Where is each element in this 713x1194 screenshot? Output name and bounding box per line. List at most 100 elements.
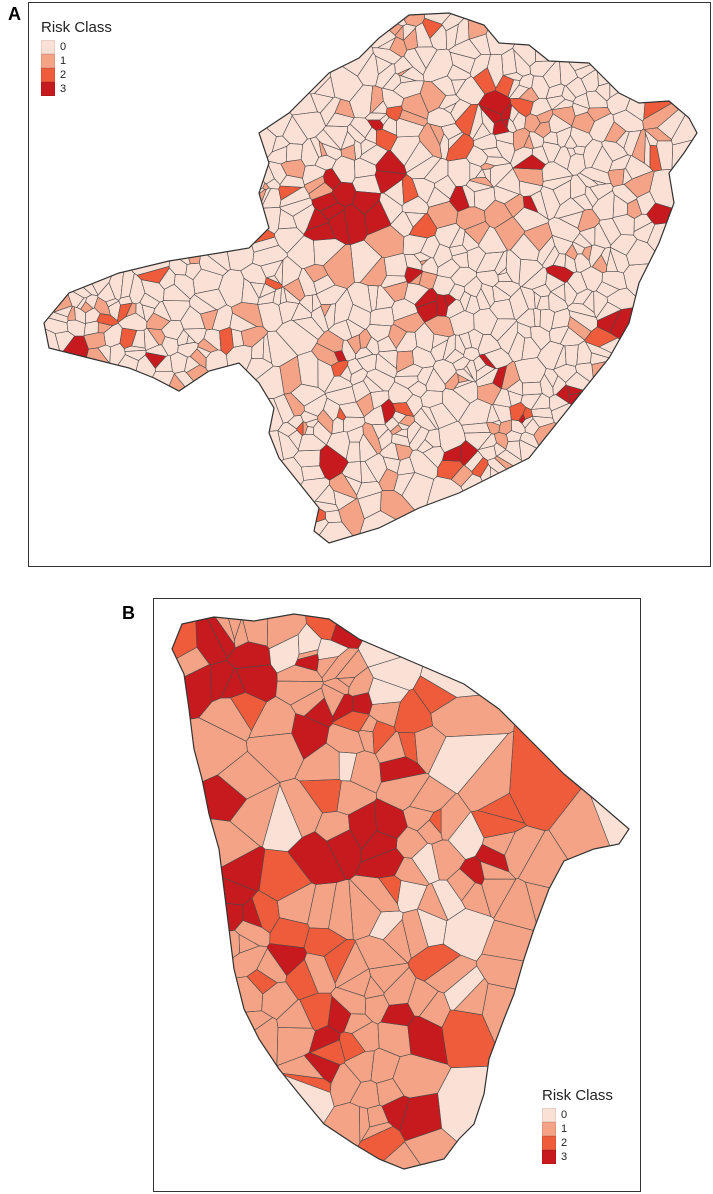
municipality-region-class-0 [443, 102, 457, 114]
municipality-region-class-1 [363, 975, 385, 999]
municipality-region-class-0 [506, 118, 517, 134]
municipality-region-class-2 [251, 890, 280, 934]
municipality-region-class-0 [552, 179, 572, 206]
municipality-region-class-0 [430, 75, 457, 96]
municipality-region-class-0 [533, 291, 542, 309]
legend-swatch-class-2 [41, 68, 55, 82]
municipality-region-class-2 [136, 266, 170, 284]
municipality-region-class-0 [412, 346, 436, 369]
legend-swatch-class-2 [542, 1136, 556, 1150]
legend-label: 0 [561, 1109, 568, 1121]
municipality-region-class-1 [343, 1050, 375, 1083]
municipality-region-class-3 [331, 181, 357, 208]
municipality-region-class-0 [359, 144, 389, 166]
municipality-region-class-0 [420, 234, 440, 259]
municipality-region-class-1 [481, 878, 517, 919]
municipality-region-class-0 [163, 283, 191, 302]
municipality-region-class-0 [377, 335, 397, 353]
municipality-region-class-2 [230, 692, 267, 732]
municipality-region-class-0 [509, 84, 530, 99]
municipality-region-class-3 [492, 365, 508, 390]
municipality-region-class-0 [502, 72, 524, 81]
legend-label: 3 [561, 1151, 568, 1163]
municipality-region-class-0 [259, 283, 277, 299]
municipality-region-class-0 [383, 252, 408, 277]
municipality-region-class-0 [594, 222, 612, 249]
municipality-region-class-0 [275, 319, 319, 356]
municipality-region-class-2 [401, 174, 419, 205]
municipality-region-class-0 [598, 217, 622, 246]
municipality-region-class-0 [396, 18, 408, 27]
legend-label: 2 [561, 1137, 568, 1149]
municipality-region-class-0 [656, 140, 674, 171]
municipality-region-class-1 [457, 730, 515, 813]
municipality-region-class-0 [476, 287, 491, 311]
panel-a-map-frame: Risk Class 0 1 2 3 [28, 2, 711, 567]
legend-label: 1 [60, 55, 67, 67]
municipality-region-class-0 [450, 266, 477, 288]
panel-a-legend-item: 1 [41, 54, 112, 68]
municipality-region-class-1 [354, 935, 409, 970]
municipality-region-class-0 [448, 38, 482, 60]
legend-swatch-class-0 [542, 1108, 556, 1122]
municipality-region-class-0 [462, 230, 480, 252]
municipality-region-class-0 [371, 423, 389, 440]
legend-label: 3 [60, 83, 67, 95]
municipality-region-class-0 [431, 879, 466, 921]
municipality-region-class-0 [510, 233, 540, 261]
panel-b-legend-title: Risk Class [542, 1087, 613, 1104]
municipality-region-class-0 [313, 274, 336, 295]
municipality-region-class-0 [372, 47, 403, 65]
municipality-region-class-0 [473, 186, 496, 212]
legend-label: 1 [561, 1123, 568, 1135]
municipality-region-class-3 [380, 1002, 415, 1027]
municipality-region-class-0 [521, 381, 543, 396]
municipality-region-class-0 [483, 347, 513, 369]
municipality-region-class-0 [324, 303, 336, 331]
municipality-region-class-0 [176, 329, 189, 346]
municipality-region-class-2 [392, 402, 415, 417]
municipality-region-class-1 [359, 328, 372, 349]
municipality-region-class-0 [509, 286, 529, 321]
municipality-region-class-1 [523, 222, 553, 252]
municipality-region-class-1 [524, 113, 541, 133]
municipality-region-class-0 [524, 418, 540, 436]
state-boundary [171, 613, 630, 1170]
municipality-region-class-0 [262, 783, 303, 852]
municipality-region-class-0 [469, 103, 483, 140]
municipality-region-class-1 [83, 332, 106, 350]
municipality-region-class-2 [522, 406, 534, 420]
municipality-region-class-3 [555, 384, 570, 404]
municipality-region-class-2 [378, 875, 402, 905]
panel-a-choropleth-map [43, 12, 698, 544]
municipality-region-class-2 [119, 327, 138, 349]
municipality-region-class-1 [565, 243, 578, 261]
panel-a-legend: Risk Class 0 1 2 3 [41, 19, 112, 96]
municipality-region-class-0 [591, 190, 615, 221]
municipality-region-class-0 [313, 76, 336, 99]
municipality-region-class-0 [422, 446, 445, 469]
municipality-region-class-0 [343, 416, 366, 433]
municipality-region-class-1 [444, 372, 459, 391]
municipality-region-class-0 [317, 358, 335, 393]
municipality-region-class-0 [338, 751, 358, 782]
municipality-region-class-0 [229, 312, 258, 332]
municipality-region-class-3 [343, 203, 368, 246]
municipality-region-class-0 [506, 379, 524, 396]
panel-b-map-frame: Risk Class 0 1 2 3 [153, 598, 641, 1192]
municipality-region-class-0 [572, 92, 590, 109]
municipality-region-class-0 [454, 334, 466, 356]
municipality-region-class-2 [454, 103, 479, 137]
municipality-region-class-1 [297, 649, 319, 661]
municipality-region-class-0 [477, 433, 497, 451]
municipality-region-class-1 [283, 392, 305, 417]
municipality-region-class-1 [396, 350, 415, 373]
municipality-region-class-0 [349, 84, 373, 119]
panel-b-legend-item: 1 [542, 1122, 613, 1136]
municipality-region-class-1 [67, 305, 76, 321]
panel-a-legend-item: 2 [41, 68, 112, 82]
municipality-region-class-3 [308, 1025, 341, 1054]
municipality-region-class-0 [105, 298, 120, 308]
municipality-region-class-0 [300, 477, 330, 503]
municipality-region-class-0 [566, 147, 576, 158]
